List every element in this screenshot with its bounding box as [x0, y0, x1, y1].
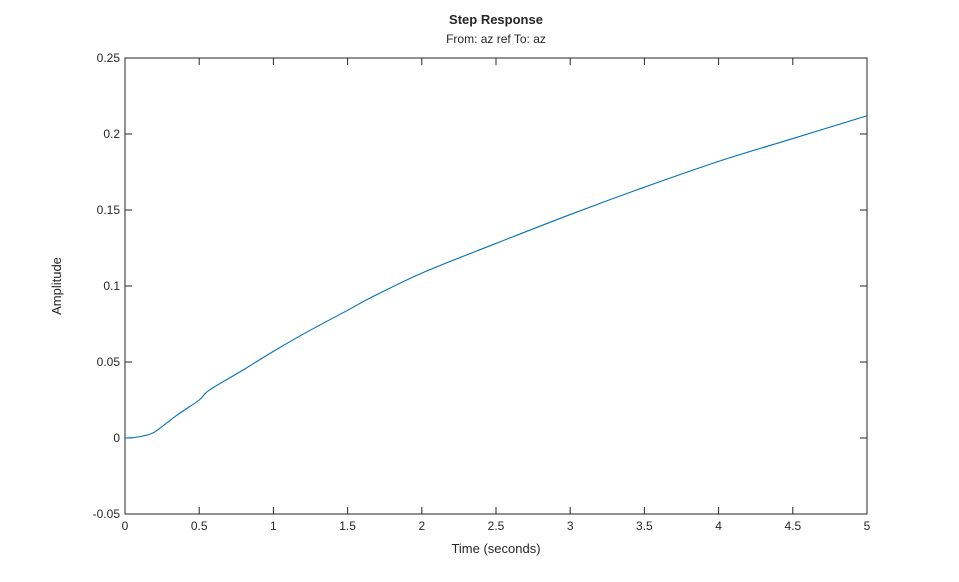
- chart-title: Step Response: [449, 12, 543, 27]
- x-tick-label: 5: [864, 519, 871, 533]
- y-tick-label: 0.2: [103, 127, 120, 141]
- x-tick-label: 0: [122, 519, 129, 533]
- x-tick-label: 2.5: [488, 519, 505, 533]
- x-tick-label: 0.5: [191, 519, 208, 533]
- y-tick-label: 0.1: [103, 279, 120, 293]
- x-tick-label: 1: [270, 519, 277, 533]
- y-axis-label: Amplitude: [49, 257, 64, 315]
- y-tick-label: 0.15: [97, 203, 121, 217]
- y-tick-label: 0.05: [97, 355, 121, 369]
- x-axis-label: Time (seconds): [451, 541, 540, 556]
- x-tick-label: 4: [715, 519, 722, 533]
- x-tick-label: 3.5: [636, 519, 653, 533]
- y-tick-label: 0: [113, 431, 120, 445]
- step-response-line: [124, 115, 868, 439]
- x-tick-label: 3: [567, 519, 574, 533]
- y-tick-label: 0.25: [97, 51, 121, 65]
- x-tick-label: 4.5: [784, 519, 801, 533]
- chart-subtitle: From: az ref To: az: [446, 32, 546, 46]
- x-tick-label: 2: [418, 519, 425, 533]
- y-tick-label: -0.05: [93, 507, 121, 521]
- plot-area: [124, 57, 868, 515]
- x-tick-label: 1.5: [339, 519, 356, 533]
